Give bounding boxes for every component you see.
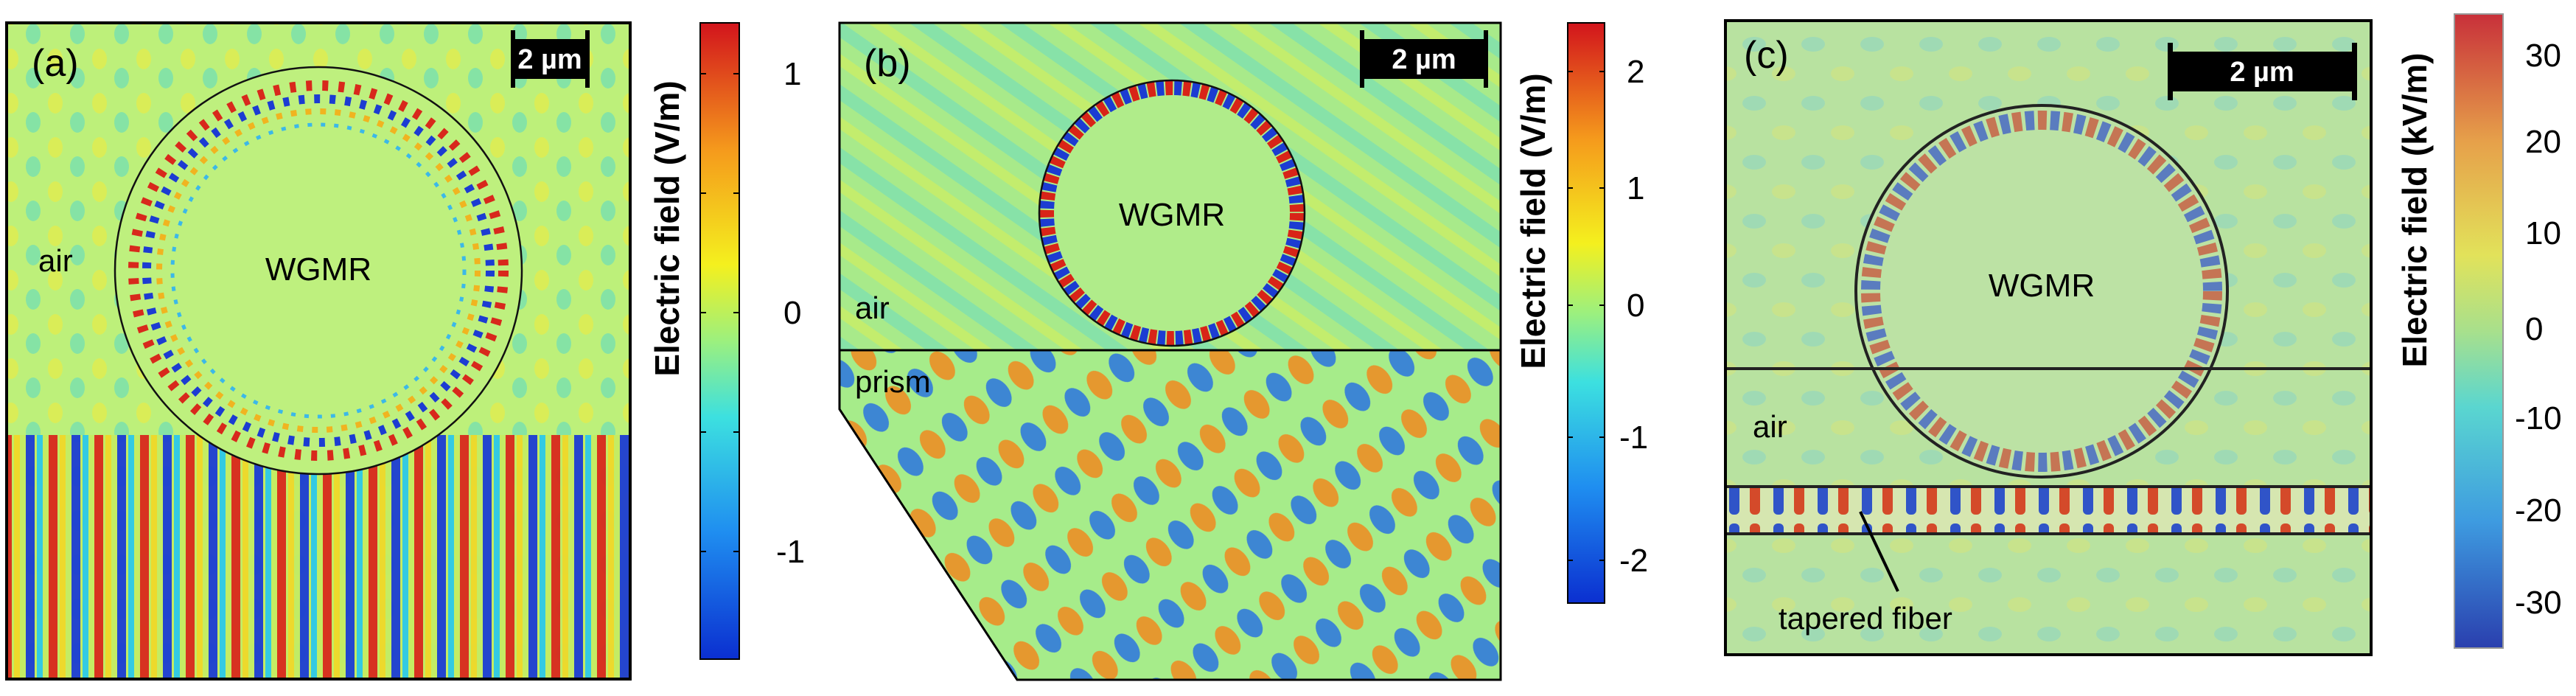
panel-b-prism-label: prism xyxy=(855,364,931,399)
panel-b-resonator-outline xyxy=(1038,79,1306,347)
panel-c-frame xyxy=(1724,19,2373,656)
panel-c-colorbar-tick: -10 xyxy=(2515,400,2562,436)
panel-b-scale-bar: 2 µm xyxy=(1360,30,1488,88)
panel-b-colorbar-tick: 2 xyxy=(1627,54,1644,90)
panel-c-scale-bar-label: 2 µm xyxy=(2230,57,2294,88)
panel-b-colorbar-tick: 1 xyxy=(1627,170,1644,206)
panel-c-colorbar: 30 20 10 0 -10 -20 -30 Electric field (k… xyxy=(2395,13,2562,649)
panel-a-label: (a) xyxy=(32,42,79,85)
panel-a-resonator-outline xyxy=(114,66,523,476)
panel-c-tapered-fiber-label: tapered fiber xyxy=(1779,601,1952,636)
panel-a: (a) 2 µm WGMR air xyxy=(5,21,632,681)
panel-a-colorbar-label: Electric field (V/m) xyxy=(648,80,686,376)
panel-a-colorbar: 1 0 -1 Electric field (V/m) xyxy=(648,22,805,660)
panel-c-scale-bar: 2 µm xyxy=(2168,43,2357,100)
panel-b-scale-bar-label: 2 µm xyxy=(1392,44,1456,75)
panel-b-colorbar-label: Electric field (V/m) xyxy=(1514,73,1552,369)
panel-a-colorbar-tick: 0 xyxy=(783,295,801,331)
panel-c-colorbar-label: Electric field (kV/m) xyxy=(2395,53,2434,368)
panel-b-colorbar: 2 1 0 -1 -2 Electric field (V/m) xyxy=(1514,22,1648,604)
panel-c-colorbar-tick: -20 xyxy=(2515,493,2562,529)
panel-a-air-label: air xyxy=(38,243,73,278)
panel-c: (c) 2 µm WGMR air tapered fiber xyxy=(1724,19,2373,656)
panel-c-field-map xyxy=(1725,21,2371,655)
panel-c-colorbar-tick: 0 xyxy=(2525,311,2543,347)
panel-b-colorbar-tick: 0 xyxy=(1627,288,1644,324)
panel-a-frame xyxy=(5,21,632,681)
panel-a-scale-bar-label: 2 µm xyxy=(517,44,582,75)
panel-b-resonator-label: WGMR xyxy=(1119,197,1225,233)
panel-a-scale-bar: 2 µm xyxy=(511,30,590,88)
panel-a-colorbar-tick: 1 xyxy=(783,56,801,92)
panel-a-field-map xyxy=(7,23,630,679)
panel-c-label: (c) xyxy=(1744,34,1789,77)
panel-c-colorbar-tick: 30 xyxy=(2525,38,2561,74)
panel-c-resonator-label: WGMR xyxy=(1989,268,2095,304)
panel-c-fiber-pointer xyxy=(1859,511,1899,592)
panel-a-resonator-label: WGMR xyxy=(265,251,371,288)
panel-c-colorbar-tick: -30 xyxy=(2515,585,2562,621)
panel-b-field-map xyxy=(840,23,1501,680)
panel-b: (b) 2 µm WGMR air prism xyxy=(838,21,1502,681)
panel-c-resonator-outline xyxy=(1854,104,2229,478)
panel-a-colorbar-tick: -1 xyxy=(776,534,805,570)
panel-c-air-label: air xyxy=(1753,409,1787,444)
panel-b-colorbar-tick: -2 xyxy=(1619,543,1648,579)
panel-c-colorbar-tick: 20 xyxy=(2525,124,2561,160)
panel-b-label: (b) xyxy=(864,42,911,85)
panel-b-colorbar-tick: -1 xyxy=(1619,420,1648,456)
panel-c-colorbar-tick: 10 xyxy=(2525,215,2561,251)
panel-b-frame xyxy=(838,21,1502,681)
panel-b-air-label: air xyxy=(855,290,890,325)
